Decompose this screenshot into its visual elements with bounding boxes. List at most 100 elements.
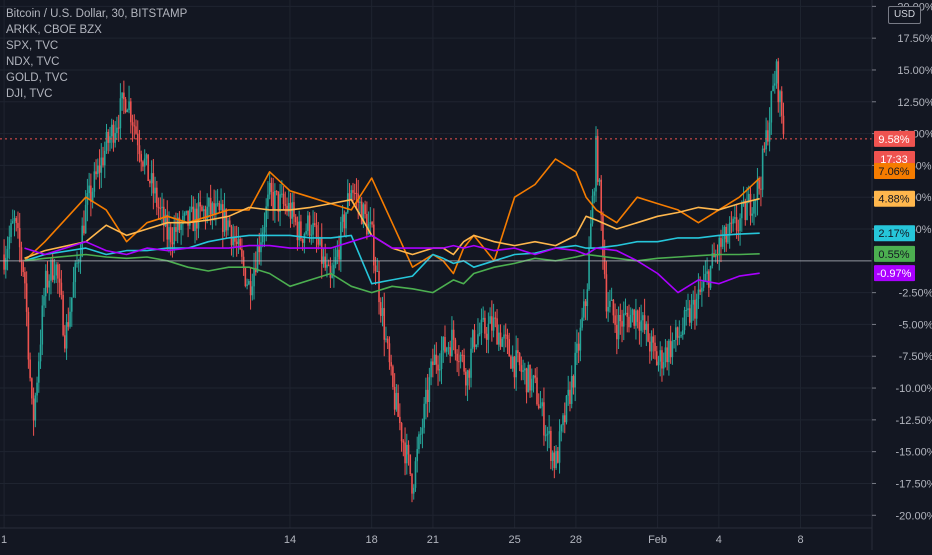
btc-candle (709, 265, 712, 288)
btc-candle (404, 442, 406, 464)
btc-candle (331, 273, 333, 278)
btc-candle (65, 322, 68, 349)
btc-candle (131, 122, 134, 126)
btc-candle (95, 171, 97, 175)
btc-candle (5, 257, 7, 270)
btc-candle (449, 347, 451, 356)
price-label-bg (874, 245, 915, 262)
btc-candle (164, 214, 167, 226)
btc-candle (546, 433, 549, 436)
btc-candle (532, 375, 535, 379)
btc-candle (284, 204, 287, 206)
btc-candle (246, 284, 248, 287)
btc-candle (739, 218, 741, 231)
btc-candle (6, 248, 9, 258)
btc-candle (638, 321, 641, 331)
btc-candle (732, 218, 734, 224)
btc-candle (612, 299, 615, 316)
btc-candle (324, 256, 327, 268)
btc-candle (195, 208, 198, 229)
btc-candle (605, 274, 608, 312)
btc-candle (175, 227, 177, 232)
btc-candle (572, 376, 575, 388)
y-tick-label: -10.00% (896, 383, 932, 395)
btc-candle (173, 227, 175, 245)
btc-candle (11, 221, 14, 224)
btc-candle (192, 206, 195, 231)
btc-candle (452, 329, 455, 340)
legend-item-arkk[interactable]: ARKK, CBOE BZX (6, 24, 102, 36)
btc-candle (444, 337, 446, 352)
btc-candle (251, 286, 254, 296)
btc-candle (402, 441, 405, 443)
btc-candle (412, 487, 415, 494)
btc-candle (544, 435, 547, 437)
btc-candle (628, 316, 630, 328)
btc-candle (593, 191, 596, 196)
btc-candle (652, 336, 655, 343)
btc-candle (114, 132, 116, 143)
btc-candle (619, 314, 622, 322)
btc-candle (451, 329, 453, 356)
btc-candle (27, 311, 30, 360)
btc-candle (386, 338, 389, 344)
x-tick-label: 25 (508, 534, 520, 546)
price-label: 7.06% (878, 166, 909, 178)
btc-candle (640, 320, 642, 331)
btc-candle (701, 287, 703, 292)
price-label-bg (874, 190, 915, 207)
btc-candle (64, 335, 66, 349)
btc-candle (341, 214, 344, 222)
btc-candle (22, 262, 24, 273)
btc-candle (577, 343, 580, 351)
btc-candle (456, 353, 458, 362)
btc-candle (138, 145, 141, 155)
price-label: 0.55% (878, 249, 909, 261)
btc-candle (133, 125, 136, 127)
x-axis[interactable]: 1 14 18 21 25 28 Feb 4 8 (0, 527, 872, 546)
y-tick-label: -17.50% (896, 478, 932, 490)
btc-candle (551, 452, 554, 461)
btc-candle (227, 220, 229, 231)
legend-item-gold[interactable]: GOLD, TVC (6, 72, 68, 84)
legend-item-dji[interactable]: DJI, TVC (6, 88, 53, 100)
btc-candle (504, 334, 507, 336)
btc-candle (480, 319, 483, 333)
btc-candle (768, 122, 771, 142)
x-tick-label: 4 (716, 534, 722, 546)
legend-main-series[interactable]: Bitcoin / U.S. Dollar, 30, BITSTAMP (6, 8, 188, 20)
btc-candle (503, 334, 505, 339)
btc-candle (345, 212, 347, 229)
btc-candle (631, 309, 634, 315)
btc-candle (102, 157, 104, 166)
btc-candle (779, 91, 781, 103)
btc-candle (520, 365, 523, 372)
btc-candle (265, 206, 267, 228)
btc-candle (322, 256, 325, 264)
btc-candle (626, 312, 629, 317)
btc-candle (145, 154, 148, 159)
x-tick-label: 8 (797, 534, 803, 546)
btc-candle (190, 206, 193, 210)
btc-candle (463, 355, 465, 372)
btc-candle (336, 249, 339, 257)
btc-candle (751, 213, 754, 216)
btc-candle (697, 289, 700, 299)
legend-item-ndx[interactable]: NDX, TVC (6, 56, 60, 68)
btc-candle (622, 313, 625, 327)
y-tick-label: 17.50% (897, 33, 932, 45)
btc-candle (261, 232, 264, 243)
btc-candle (614, 315, 616, 325)
series-line-gold (24, 253, 760, 294)
btc-candle (687, 308, 689, 311)
btc-candle (780, 91, 783, 116)
btc-candle (416, 449, 419, 462)
btc-candle (388, 343, 391, 363)
currency-button[interactable]: USD (888, 6, 921, 24)
btc-candle (445, 348, 448, 352)
btc-candle (473, 330, 476, 347)
btc-candle (560, 425, 563, 432)
legend-item-spx[interactable]: SPX, TVC (6, 40, 59, 52)
